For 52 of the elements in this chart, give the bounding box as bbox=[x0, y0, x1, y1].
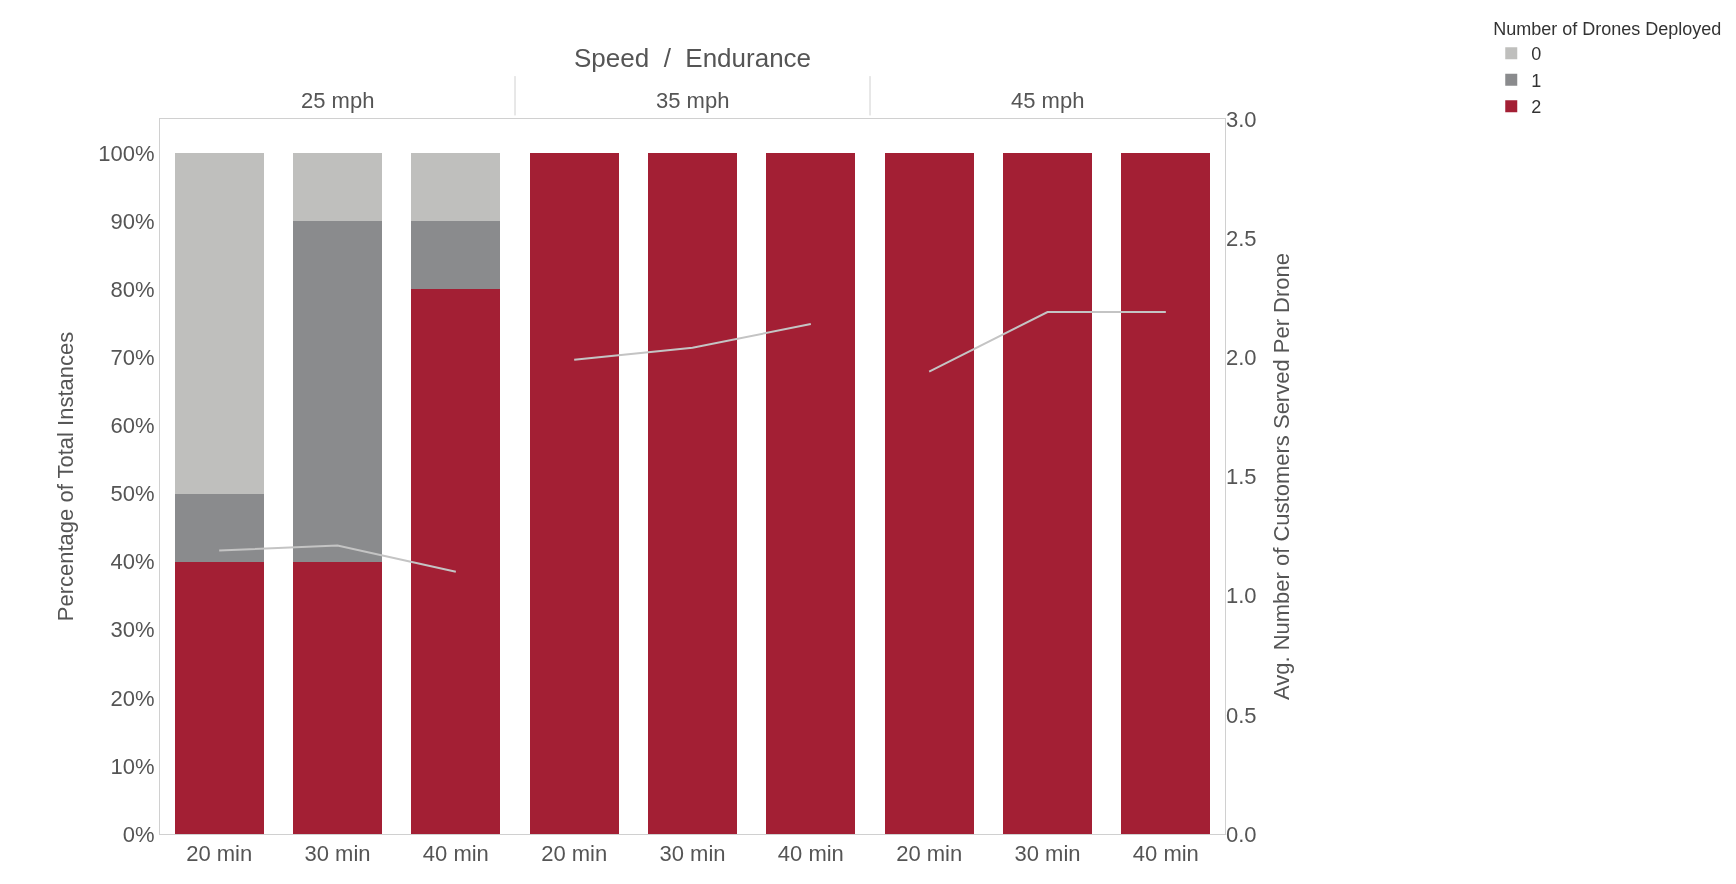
y-axis-title: Percentage of Total Instances bbox=[53, 331, 79, 622]
bar bbox=[411, 221, 501, 290]
x-tick-label: 40 min bbox=[422, 841, 489, 867]
bar bbox=[293, 153, 382, 222]
y-tick-label: 30% bbox=[110, 617, 155, 643]
x-tick-label: 40 min bbox=[1132, 841, 1199, 867]
y2-tick-label: 2.0 bbox=[1226, 345, 1257, 371]
bar bbox=[293, 561, 382, 834]
y2-tick-label: 2.5 bbox=[1226, 225, 1257, 251]
y-tick-label: 40% bbox=[110, 549, 155, 575]
y2-tick-label: 0.0 bbox=[1226, 821, 1257, 847]
bar bbox=[411, 289, 501, 834]
y2-axis-title: Avg. Number of Customers Served Per Drone bbox=[1269, 252, 1295, 701]
x-tick-label: 20 min bbox=[896, 841, 963, 867]
legend-label: 1 bbox=[1531, 70, 1542, 91]
y2-tick-label: 1.0 bbox=[1226, 583, 1257, 609]
chart-title: Speed / Endurance bbox=[574, 43, 812, 73]
y2-tick-label: 0.5 bbox=[1226, 702, 1257, 728]
y-tick-label: 80% bbox=[110, 276, 155, 302]
bar bbox=[648, 153, 737, 834]
bar bbox=[174, 493, 264, 562]
x-tick-label: 20 min bbox=[186, 841, 253, 867]
y-tick-label: 100% bbox=[98, 140, 155, 166]
x-tick-label: 30 min bbox=[659, 841, 726, 867]
bar bbox=[174, 153, 264, 494]
text: 25 mph bbox=[301, 88, 375, 113]
y-tick-label: 20% bbox=[110, 685, 155, 711]
text: 45 mph bbox=[1011, 88, 1085, 113]
x-tick-label: 40 min bbox=[777, 841, 844, 867]
y-tick-label: 50% bbox=[110, 481, 155, 507]
y-tick-label: 90% bbox=[110, 208, 155, 234]
bar bbox=[174, 561, 264, 834]
y2-tick-label: 3.0 bbox=[1226, 106, 1257, 132]
bar bbox=[884, 153, 974, 834]
y-tick-label: 10% bbox=[110, 753, 155, 779]
legend-title: Number of Drones Deployed bbox=[1493, 19, 1722, 40]
legend-label: 0 bbox=[1531, 44, 1542, 65]
bar bbox=[766, 153, 856, 834]
bar bbox=[1003, 153, 1092, 834]
y-tick-label: 70% bbox=[110, 345, 155, 371]
x-tick-label: 30 min bbox=[1014, 841, 1081, 867]
x-tick-label: 30 min bbox=[304, 841, 371, 867]
y-tick-label: 60% bbox=[110, 413, 155, 439]
bar bbox=[1121, 153, 1211, 834]
y2-tick-label: 1.5 bbox=[1226, 464, 1257, 490]
legend-label: 2 bbox=[1531, 97, 1542, 118]
x-tick-label: 20 min bbox=[541, 841, 608, 867]
bar bbox=[411, 153, 501, 222]
bar bbox=[529, 153, 619, 834]
bar bbox=[293, 221, 382, 562]
text: 35 mph bbox=[656, 88, 730, 113]
y-tick-label: 0% bbox=[122, 821, 155, 847]
